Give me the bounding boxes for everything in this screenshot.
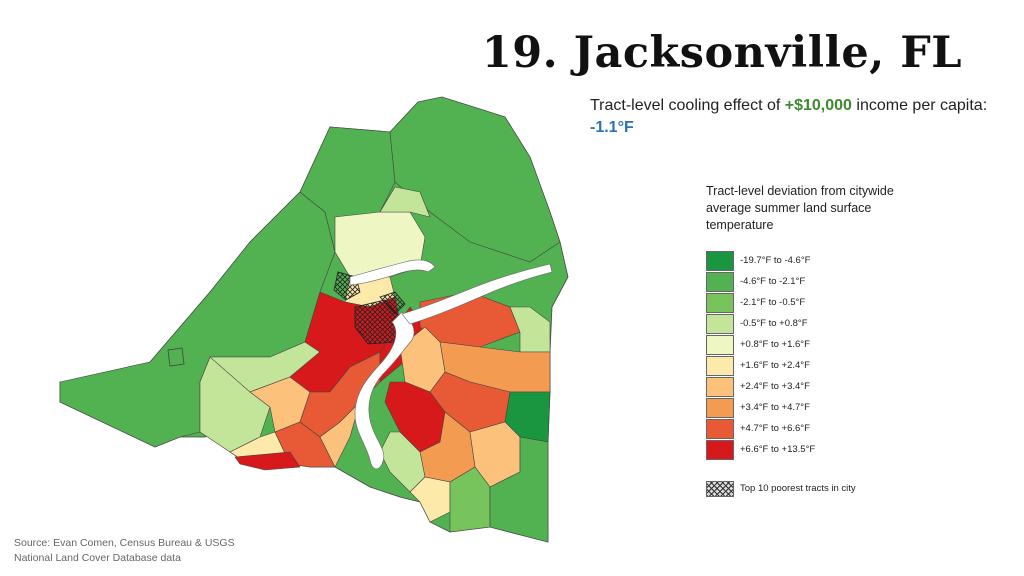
legend-swatch [706, 271, 734, 292]
source-note: Source: Evan Comen, Census Bureau & USGS… [14, 536, 235, 566]
poorest-tract-3 [379, 291, 406, 315]
legend-label: +2.4°F to +3.4°F [740, 381, 810, 392]
legend-title: Tract-level deviation from citywide aver… [706, 184, 894, 232]
source-line-1: Source: Evan Comen, Census Bureau & USGS [14, 537, 235, 549]
legend-item: +1.6°F to +2.4°F [706, 355, 936, 376]
legend-label: -19.7°F to -4.6°F [740, 255, 811, 266]
legend-item: -2.1°F to -0.5°F [706, 292, 936, 313]
legend: Tract-level deviation from citywide aver… [706, 183, 936, 499]
st-johns-river [354, 311, 415, 470]
legend-swatch [706, 418, 734, 439]
cooling-effect-value: -1.1°F [590, 119, 634, 136]
source-line-2: National Land Cover Database data [14, 552, 181, 564]
legend-label: -4.6°F to -2.1°F [740, 276, 806, 287]
legend-items: -19.7°F to -4.6°F -4.6°F to -2.1°F -2.1°F … [706, 250, 936, 460]
subtitle: Tract-level cooling effect of +$10,000 i… [590, 95, 990, 139]
legend-label: +6.6°F to +13.5°F [740, 444, 816, 455]
legend-item-poorest-tracts: Top 10 poorest tracts in city [706, 478, 936, 499]
legend-label: +4.7°F to +6.6°F [740, 423, 810, 434]
legend-swatch [706, 292, 734, 313]
tract-north [299, 126, 396, 253]
legend-label: +3.4°F to +4.7°F [740, 402, 810, 413]
legend-item: -4.6°F to -2.1°F [706, 271, 936, 292]
legend-swatch [706, 397, 734, 418]
legend-item: +4.7°F to +6.6°F [706, 418, 936, 439]
legend-item: +2.4°F to +3.4°F [706, 376, 936, 397]
income-highlight: +$10,000 [784, 97, 852, 114]
subtitle-prefix: Tract-level cooling effect of [590, 97, 785, 114]
legend-item: -0.5°F to +0.8°F [706, 313, 936, 334]
page-title: 19. Jacksonville, FL [481, 28, 962, 78]
river-north-branch [349, 259, 436, 286]
legend-hatch-swatch [706, 480, 734, 497]
legend-label: -0.5°F to +0.8°F [740, 318, 808, 329]
legend-item: +0.8°F to +1.6°F [706, 334, 936, 355]
legend-swatch [706, 355, 734, 376]
tract-north-central-2 [379, 186, 431, 218]
jacksonville-map [50, 92, 600, 552]
legend-swatch [706, 334, 734, 355]
legend-label: +1.6°F to +2.4°F [740, 360, 810, 371]
river-mouth [401, 263, 553, 325]
legend-swatch [706, 250, 734, 271]
choropleth-map [59, 96, 569, 543]
legend-item: +6.6°F to +13.5°F [706, 439, 936, 460]
tract-core-4 [319, 400, 361, 468]
legend-item: +3.4°F to +4.7°F [706, 397, 936, 418]
legend-swatch [706, 439, 734, 460]
legend-label: +0.8°F to +1.6°F [740, 339, 810, 350]
legend-hatch-label: Top 10 poorest tracts in city [740, 483, 856, 494]
legend-label: -2.1°F to -0.5°F [740, 297, 806, 308]
island [167, 347, 185, 367]
legend-swatch [706, 376, 734, 397]
tract-southwest-red [234, 451, 301, 471]
legend-swatch [706, 313, 734, 334]
subtitle-middle: income per capita: [851, 97, 988, 114]
legend-item: -19.7°F to -4.6°F [706, 250, 936, 271]
tract-southeast [489, 436, 549, 543]
tract-west-1 [199, 356, 271, 453]
